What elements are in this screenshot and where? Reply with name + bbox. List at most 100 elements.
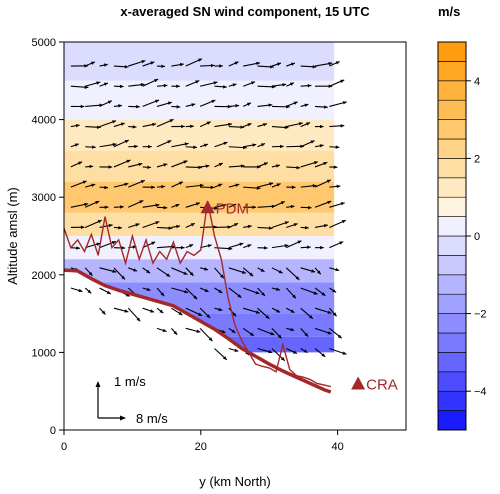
wind-vector-head — [249, 272, 254, 277]
vector-scale-legend: 1 m/s 8 m/s — [95, 374, 168, 426]
wind-vector-head — [255, 290, 260, 295]
wind-vector-head — [218, 163, 223, 167]
x-tick-label: 20 — [195, 441, 207, 453]
field-band — [64, 42, 335, 81]
wind-vector-head — [199, 183, 204, 188]
wind-vector-head — [277, 62, 281, 66]
wind-vector-head — [218, 307, 223, 312]
wind-vector-head — [246, 102, 251, 106]
wind-vector-head — [190, 223, 195, 227]
wind-vector-head — [111, 241, 116, 245]
wind-vector-head — [312, 184, 317, 188]
wind-vector-head — [112, 269, 117, 273]
wind-vector-head — [205, 164, 210, 168]
wind-vector-head — [151, 185, 155, 189]
wind-vector-head — [135, 223, 140, 227]
wind-vector-head — [120, 122, 125, 126]
wind-vector-head — [108, 223, 113, 228]
wind-vector-head — [91, 183, 96, 187]
x-tick-label: 40 — [331, 441, 343, 453]
wind-vector-head — [211, 99, 216, 104]
colorbar-swatch — [437, 119, 467, 140]
colorbar-swatch — [437, 196, 467, 217]
wind-vector-head — [320, 124, 324, 129]
wind-vector-head — [228, 122, 232, 127]
wind-vector-head — [176, 224, 181, 229]
wind-vector-head — [324, 105, 328, 109]
wind-vector-head — [112, 142, 117, 147]
horizontal-scale-label: 8 m/s — [136, 411, 168, 426]
wind-vector-head — [332, 312, 337, 317]
wind-vector-head — [292, 294, 296, 299]
wind-vector-head — [74, 143, 79, 147]
wind-vector-head — [138, 162, 143, 167]
wind-vector-head — [126, 159, 131, 164]
wind-vector-head — [222, 203, 227, 208]
field-band — [64, 236, 335, 260]
wind-vector-head — [298, 122, 303, 126]
wind-vector-head — [235, 183, 240, 187]
terrain-lines — [64, 200, 332, 394]
wind-vector-head — [290, 327, 295, 332]
wind-vector-head — [140, 82, 145, 87]
colorbar-swatch — [437, 41, 467, 62]
colorbar-swatch — [437, 332, 467, 353]
wind-vector-head — [278, 269, 283, 274]
wind-vector-head — [268, 103, 273, 107]
wind-vector-head — [95, 201, 100, 205]
wind-vector-head — [88, 271, 93, 276]
terrain-max-line — [64, 200, 331, 388]
wind-vector-head — [290, 204, 295, 209]
wind-vector-head — [176, 105, 181, 109]
wind-vector-head — [306, 245, 311, 249]
wind-vector-head — [327, 310, 332, 314]
wind-vector-head — [124, 182, 129, 187]
wind-vector-head — [280, 201, 285, 205]
colorbar-tick-label: 0 — [474, 231, 480, 243]
wind-vector-head — [340, 124, 345, 128]
wind-vector-head — [304, 225, 309, 230]
wind-vector-head — [239, 242, 244, 246]
wind-vector-head — [132, 125, 137, 129]
wind-vector-head — [103, 82, 108, 86]
wind-vector-head — [323, 224, 328, 228]
wind-vector-head — [190, 124, 194, 129]
wind-vector-head — [140, 180, 145, 184]
wind-vector-head — [247, 244, 252, 248]
colorbar-swatch — [437, 158, 467, 179]
wind-vector-head — [342, 101, 347, 105]
wind-vector-head — [240, 125, 245, 129]
wind-vector-head — [207, 244, 212, 248]
wind-vector-head — [125, 293, 130, 297]
wind-vector-head — [221, 329, 226, 334]
wind-vector-head — [176, 84, 180, 89]
colorbar-swatch — [437, 61, 467, 82]
wind-vector-head — [265, 315, 270, 319]
wind-vector-head — [234, 61, 239, 65]
colorbar-swatch — [437, 80, 467, 101]
wind-vector-head — [297, 240, 302, 244]
wind-vector-head — [118, 226, 122, 230]
wind-vector-head — [89, 164, 94, 169]
wind-vector-head — [80, 104, 85, 109]
colorbar-swatch — [437, 390, 467, 411]
wind-vector-head — [276, 309, 281, 313]
wind-vector-head — [269, 182, 274, 186]
wind-vector-head — [270, 65, 274, 69]
wind-vector-head — [168, 226, 173, 230]
wind-vector-head — [152, 122, 157, 127]
wind-vector-head — [173, 330, 178, 335]
wind-vector-head — [160, 292, 165, 297]
wind-vector-head — [178, 181, 183, 185]
wind-vector-head — [280, 144, 284, 149]
colorbar: −4 −2 0 2 4 — [437, 41, 487, 431]
wind-vector-head — [282, 83, 287, 87]
wind-vector-head — [96, 242, 101, 246]
wind-vector-head — [327, 331, 332, 335]
wind-vector-head — [92, 145, 96, 149]
wind-vector-head — [163, 205, 168, 210]
wind-vector-head — [237, 294, 242, 298]
wind-vector-head — [159, 309, 164, 314]
marker-cra — [351, 376, 366, 390]
